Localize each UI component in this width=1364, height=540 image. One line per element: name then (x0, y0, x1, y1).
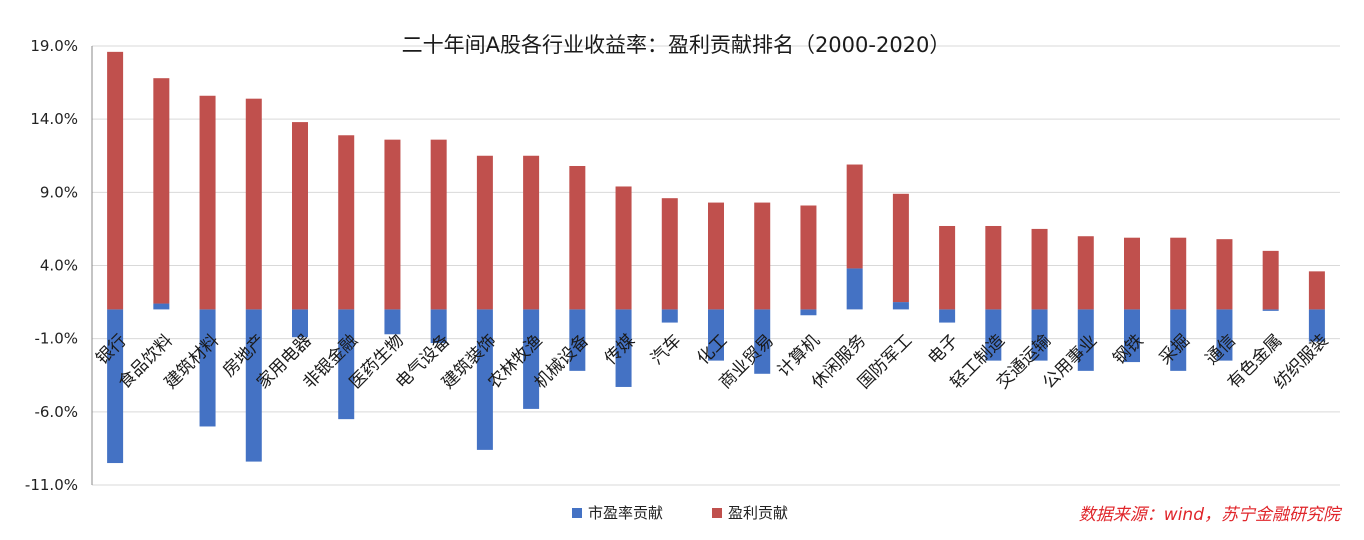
bar-pe-contribution (892, 302, 909, 310)
bar-pe-contribution (615, 309, 632, 387)
bar-pe-contribution (1170, 309, 1187, 371)
bar-profit-contribution (1216, 239, 1233, 310)
y-tick-label: 4.0% (40, 257, 78, 275)
bar-profit-contribution (1170, 237, 1187, 310)
y-tick-labels: 19.0% 14.0% 9.0% 4.0% -1.0% -6.0% -11.0% (25, 37, 78, 494)
y-tick-label: 19.0% (30, 37, 78, 55)
legend-swatch-pe (572, 508, 582, 518)
chart-title: 二十年间A股各行业收益率：盈利贡献排名（2000-2020） (402, 33, 951, 57)
legend-swatch-profit (712, 508, 722, 518)
bar-pe-contribution (569, 309, 586, 371)
bar-profit-contribution (800, 205, 817, 310)
bar-pe-contribution (1308, 309, 1325, 342)
y-tick-label: 14.0% (30, 110, 78, 128)
bar-profit-contribution (384, 139, 401, 310)
bar-profit-contribution (338, 135, 355, 310)
bar-pe-contribution (985, 309, 1002, 361)
legend-label-profit: 盈利贡献 (728, 504, 788, 522)
bar-pe-contribution (754, 309, 771, 374)
bar-pe-contribution (661, 309, 678, 323)
bar-pe-contribution (430, 309, 447, 344)
y-tick-label: -11.0% (25, 476, 78, 494)
bar-pe-contribution (476, 309, 493, 450)
bar-pe-contribution (846, 268, 863, 310)
bar-profit-contribution (107, 51, 124, 310)
bar-profit-contribution (1124, 237, 1140, 310)
y-tick-label: -1.0% (34, 330, 78, 348)
bar-profit-contribution (661, 198, 678, 310)
bar-profit-contribution (476, 155, 493, 310)
y-tick-label: -6.0% (34, 403, 78, 421)
bar-pe-contribution (1262, 309, 1279, 311)
bar-pe-contribution (708, 309, 724, 361)
bar-profit-contribution (939, 225, 956, 310)
bar-pe-contribution (800, 309, 817, 316)
bar-pe-contribution (384, 309, 401, 335)
bar-pe-contribution (338, 309, 355, 420)
bar-profit-contribution (199, 95, 216, 310)
bar-profit-contribution (754, 202, 771, 310)
bar-pe-contribution (1124, 309, 1140, 363)
bar-pe-contribution (199, 309, 216, 427)
source-note: 数据来源：wind，苏宁金融研究院 (1079, 505, 1343, 525)
bar-profit-contribution (245, 98, 262, 310)
bar-pe-contribution (292, 309, 308, 338)
bar-pe-contribution (1216, 309, 1233, 361)
bar-pe-contribution (107, 309, 124, 464)
bar-profit-contribution (846, 164, 863, 269)
bar-profit-contribution (615, 186, 632, 310)
y-tick-label: 9.0% (40, 183, 78, 201)
bar-profit-contribution (1077, 236, 1094, 310)
bar-profit-contribution (1031, 228, 1048, 310)
bar-profit-contribution (892, 193, 909, 303)
bar-pe-contribution (153, 303, 170, 310)
bar-profit-contribution (985, 225, 1002, 310)
bar-pe-contribution (939, 309, 956, 323)
bar-pe-contribution (245, 309, 262, 462)
bar-profit-contribution (430, 139, 447, 310)
bar-profit-contribution (153, 78, 170, 304)
bar-pe-contribution (523, 309, 540, 409)
legend-label-pe: 市盈率贡献 (588, 504, 663, 522)
bars (107, 51, 1325, 464)
legend: 市盈率贡献 盈利贡献 (572, 504, 788, 522)
bar-profit-contribution (292, 122, 308, 310)
bar-profit-contribution (1308, 271, 1325, 310)
bar-pe-contribution (1031, 309, 1048, 361)
bar-profit-contribution (708, 202, 724, 310)
bar-profit-contribution (1262, 250, 1279, 310)
bar-pe-contribution (1077, 309, 1094, 371)
bar-profit-contribution (569, 165, 586, 310)
bar-profit-contribution (523, 155, 540, 310)
